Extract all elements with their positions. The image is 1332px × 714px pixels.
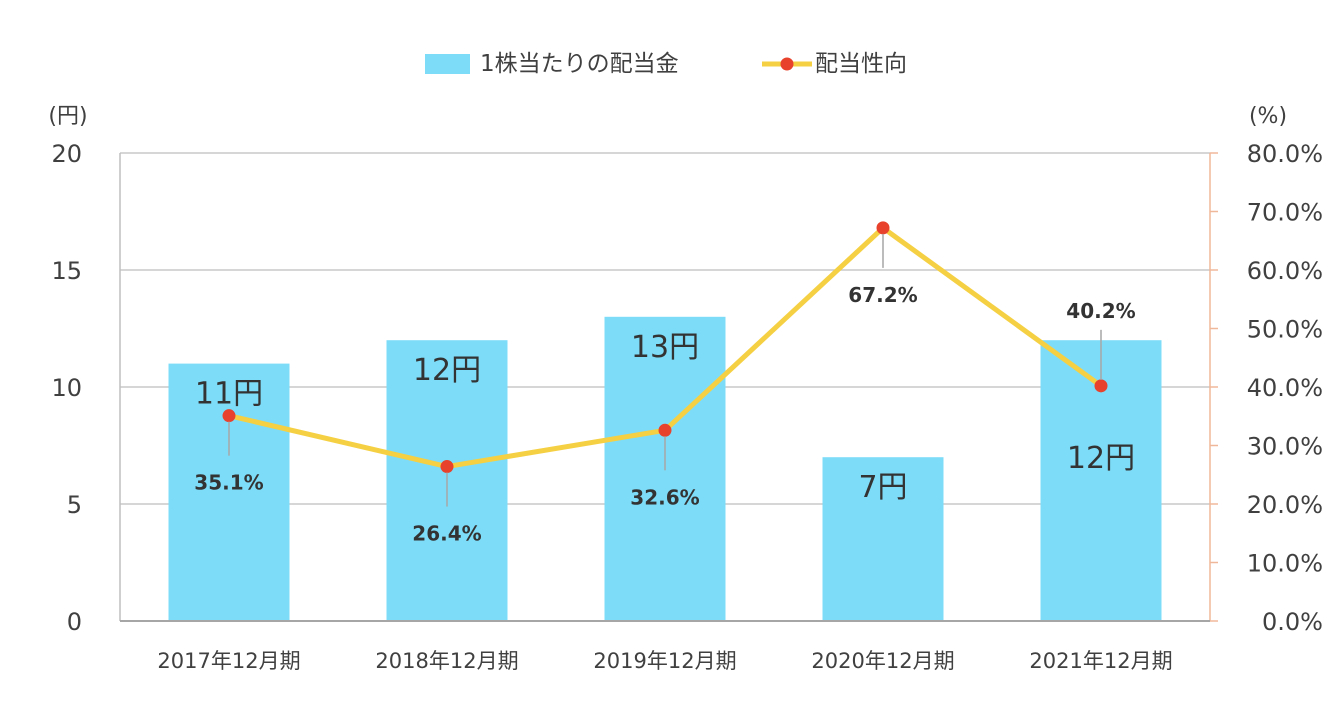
line-marker <box>658 423 672 437</box>
axes: 0 5 10 15 20 (円) 0.0% 10.0% 20.0% 30.0% 40.0% 50.0%… <box>48 104 1323 673</box>
bar-value-label: 7円 <box>858 470 907 505</box>
left-tick-label: 10 <box>51 374 82 402</box>
left-axis-unit: (円) <box>48 104 87 129</box>
x-tick-label: 2018年12月期 <box>375 649 518 673</box>
bar-series <box>168 316 1162 621</box>
line-value-label: 40.2% <box>1066 299 1135 323</box>
right-tick-label: 60.0% <box>1247 257 1323 285</box>
right-tick-label: 40.0% <box>1247 374 1323 402</box>
bar <box>822 457 944 621</box>
right-tick-label: 30.0% <box>1247 433 1323 461</box>
bar <box>168 363 290 621</box>
legend-label-line: 配当性向 <box>815 51 907 77</box>
bar-value-label: 12円 <box>413 353 481 388</box>
line-marker <box>440 460 454 474</box>
x-tick-label: 2020年12月期 <box>811 649 954 673</box>
right-tick-label: 70.0% <box>1247 199 1323 227</box>
line-marker <box>222 409 236 423</box>
line-value-label: 35.1% <box>194 471 263 495</box>
left-tick-label: 5 <box>67 491 82 519</box>
bar-value-label: 13円 <box>631 330 699 365</box>
left-tick-label: 20 <box>51 140 82 168</box>
right-tick-label: 50.0% <box>1247 316 1323 344</box>
data-labels: 11円 12円 13円 7円 12円 35.1% 26.4% 32.6% 67.2% 40.2% <box>194 233 1136 546</box>
legend: 1株当たりの配当金 配当性向 <box>425 51 907 77</box>
line-value-label: 67.2% <box>848 283 917 307</box>
bar-value-label: 12円 <box>1067 441 1135 476</box>
left-tick-label: 15 <box>51 257 82 285</box>
legend-label-bar: 1株当たりの配当金 <box>480 51 679 77</box>
legend-swatch-bar <box>425 54 470 74</box>
legend-swatch-marker <box>780 57 794 71</box>
bar-value-label: 11円 <box>195 377 263 412</box>
x-tick-label: 2019年12月期 <box>593 649 736 673</box>
right-tick-label: 0.0% <box>1262 608 1323 636</box>
line-marker <box>1094 379 1108 393</box>
right-axis-unit: (%) <box>1249 104 1287 129</box>
line-value-label: 26.4% <box>412 522 481 546</box>
x-tick-label: 2021年12月期 <box>1029 649 1172 673</box>
line-marker <box>876 221 890 235</box>
right-tick-label: 20.0% <box>1247 491 1323 519</box>
line-series <box>222 221 1108 474</box>
right-tick-label: 10.0% <box>1247 550 1323 578</box>
line-value-label: 32.6% <box>630 485 699 509</box>
x-tick-label: 2017年12月期 <box>157 649 300 673</box>
right-tick-label: 80.0% <box>1247 140 1323 168</box>
left-tick-label: 0 <box>67 608 82 636</box>
